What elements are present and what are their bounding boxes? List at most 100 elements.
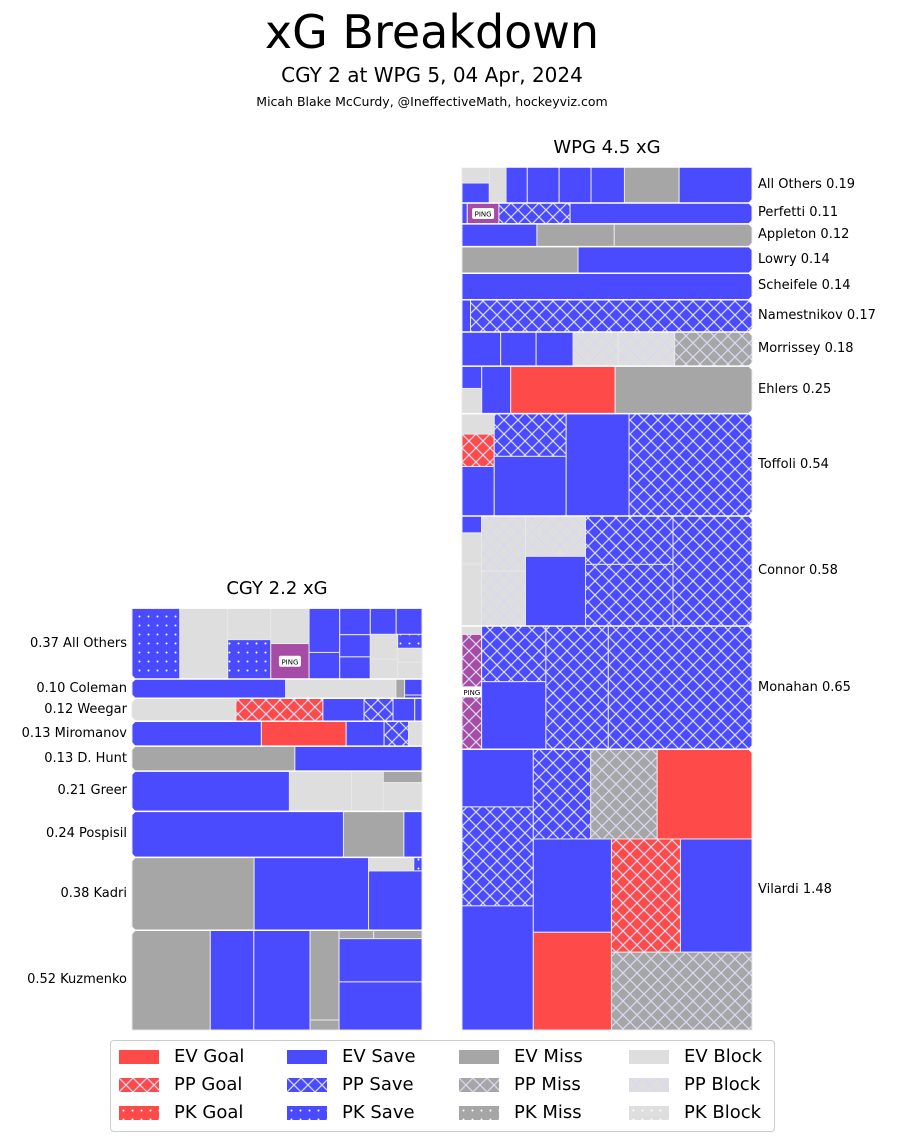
- shot-cell-pp-block: [481, 515, 526, 572]
- player-label: 0.24 Pospisil: [45, 826, 127, 842]
- shot-cell-ev-save: [461, 748, 534, 808]
- shot-cell-pp-save: [470, 299, 753, 333]
- shot-cell-ev-block: [227, 607, 272, 641]
- shot-cell-ev-save: [131, 678, 287, 699]
- shot-cell-ev-save: [368, 870, 423, 931]
- shot-cell-pp-save: [545, 625, 609, 750]
- shot-cell-ev-miss: [395, 678, 406, 699]
- shot-cell-ev-save: [500, 331, 537, 367]
- ping-label: PING: [463, 689, 480, 697]
- player-label: Connor 0.58: [758, 562, 838, 578]
- shot-cell-ev-block: [488, 166, 507, 204]
- shot-cell-ev-goal: [510, 365, 616, 415]
- player-band-coleman: [131, 674, 423, 699]
- legend-item-ev-goal: EV Goal: [119, 1044, 244, 1070]
- shot-cell-ev-save: [679, 838, 753, 953]
- shot-cell-ev-miss: [536, 223, 615, 248]
- shot-cell-pp-block: [481, 570, 526, 627]
- shot-cell-ev-block: [461, 563, 482, 627]
- shot-cell-ev-block: [408, 720, 423, 747]
- legend-label: PK Miss: [514, 1102, 582, 1123]
- shot-cell-ev-block: [285, 678, 397, 699]
- legend-item-pk-save: PK Save: [287, 1100, 415, 1126]
- shot-cell-pp-miss: [674, 331, 753, 367]
- ping-badge: [472, 207, 495, 219]
- shot-cell-ev-block: [461, 625, 483, 635]
- player-band-all-others: [461, 166, 753, 204]
- player-label: 0.52 Kuzmenko: [27, 972, 127, 988]
- shot-cell-ev-save: [369, 607, 397, 635]
- shot-cell-pk-save: [227, 639, 272, 680]
- shot-cell-ev-save: [461, 465, 495, 517]
- shot-cell-pp-save: [585, 563, 674, 627]
- shot-cell-ev-save: [493, 455, 567, 517]
- shot-cell-ev-save: [461, 905, 534, 1031]
- shot-cell-pp-save: [607, 625, 753, 750]
- shot-cell-pp-save: [363, 697, 394, 722]
- shot-cell-ev-miss: [309, 929, 340, 1021]
- legend-label: PK Goal: [174, 1102, 244, 1123]
- legend-label: EV Miss: [514, 1046, 583, 1067]
- shot-cell-ev-save: [461, 365, 483, 389]
- team-title-cgy: CGY 2.2 xG: [226, 578, 328, 600]
- player-band-toffoli: [461, 408, 753, 517]
- player-band-miromanov: [131, 716, 423, 747]
- shot-cell-ev-block: [369, 633, 399, 660]
- player-label: All Others 0.19: [758, 177, 856, 193]
- legend-item-pp-block: PP Block: [629, 1072, 760, 1098]
- player-band-d-hunt: [131, 741, 423, 772]
- shot-cell-ev-save: [209, 929, 255, 1031]
- player-band-greer: [131, 766, 423, 812]
- shot-cell-ev-save: [339, 607, 371, 636]
- shot-cell-ev-save: [577, 246, 753, 274]
- shot-cell-ev-save: [339, 656, 371, 680]
- legend-label: PP Goal: [174, 1074, 243, 1095]
- shot-cell-pp-miss: [590, 748, 658, 840]
- shot-cell-ev-save: [535, 331, 574, 367]
- shot-cell-ev-save: [131, 720, 262, 747]
- legend-swatch: [629, 1106, 669, 1120]
- shot-cell-ev-miss: [338, 929, 375, 940]
- player-band-kadri: [131, 852, 423, 931]
- player-label: 0.10 Coleman: [36, 680, 127, 696]
- legend-item-pp-goal: PP Goal: [119, 1072, 242, 1098]
- shot-cell-pp-block: [572, 331, 619, 367]
- shot-cell-ev-ping: [270, 643, 310, 680]
- legend-swatch: [459, 1078, 499, 1092]
- shot-cell-ev-save: [322, 697, 365, 722]
- shot-cell-ev-save: [481, 365, 512, 415]
- team-title-wpg: WPG 4.5 xG: [553, 137, 661, 158]
- player-band-namestnikov: [461, 294, 753, 333]
- player-label: Monahan 0.65: [758, 679, 851, 695]
- shot-cell-ev-miss: [382, 770, 423, 784]
- shot-cell-ev-save: [532, 838, 612, 933]
- player-label: 0.13 D. Hunt: [44, 750, 127, 766]
- player-label: Namestnikov 0.17: [758, 307, 876, 323]
- shot-cell-ev-save: [131, 810, 344, 858]
- shot-cell-ev-miss: [131, 929, 211, 1031]
- player-band-weegar: [131, 693, 423, 722]
- player-band-scheifele: [461, 268, 753, 301]
- shot-cell-ev-save: [526, 166, 560, 204]
- legend-item-pk-block: PK Block: [629, 1100, 761, 1126]
- shot-cell-pp-save: [461, 806, 534, 907]
- shot-cell-ev-save: [338, 981, 423, 1031]
- shot-cell-ev-save: [525, 555, 586, 627]
- player-label: Vilardi 1.48: [758, 881, 832, 897]
- shot-cell-ev-goal: [532, 931, 612, 1031]
- shot-cell-ev-save: [461, 272, 753, 301]
- player-band-kuzmenko: [131, 925, 423, 1031]
- shot-cell-pp-save: [628, 413, 753, 517]
- player-label: Scheifele 0.14: [758, 278, 851, 294]
- shot-cell-ev-block: [368, 856, 415, 872]
- shot-cell-ev-block: [397, 647, 423, 663]
- shot-cell-ev-block: [461, 166, 490, 184]
- legend-swatch: [459, 1050, 499, 1064]
- shot-cell-ev-save: [339, 634, 371, 658]
- shot-cell-ev-block: [270, 607, 310, 645]
- player-band-connor: [461, 510, 753, 627]
- shot-cell-ev-save: [678, 166, 753, 204]
- shot-cell-pp-block: [617, 331, 676, 367]
- shot-cell-pp-block: [525, 515, 586, 557]
- player-label: Appleton 0.12: [758, 227, 850, 243]
